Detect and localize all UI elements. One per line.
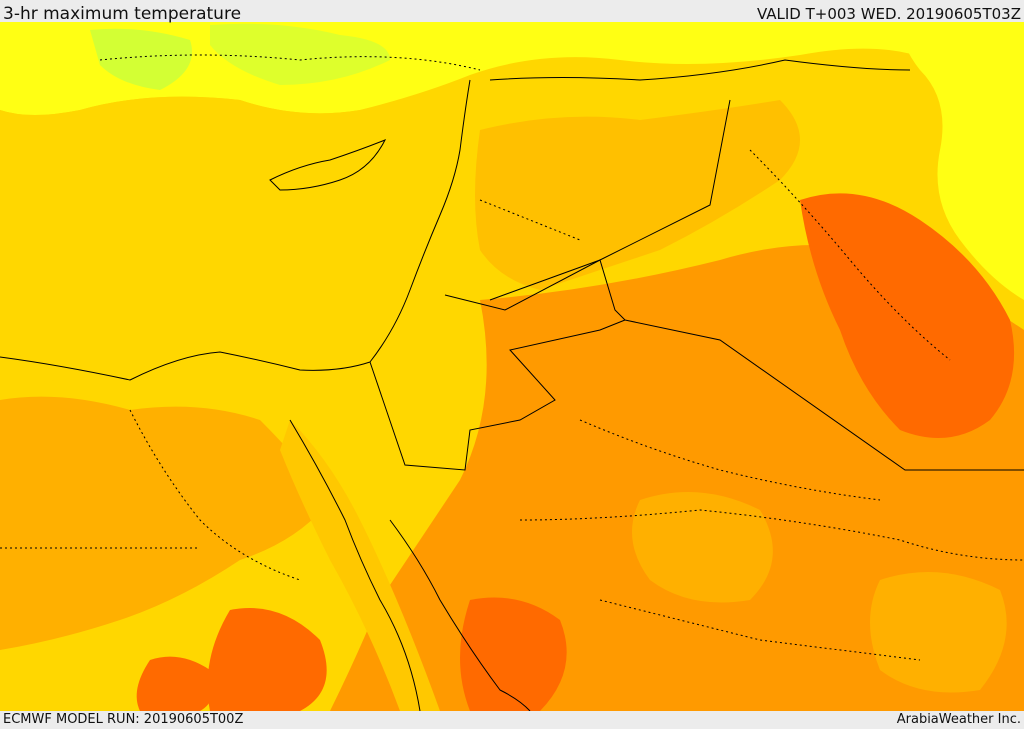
cool-east-region [900,20,1024,300]
iraq-extreme-region [800,193,1015,438]
borders [369,59,1024,471]
arabia-hot-region [330,245,1024,711]
temperature-map[interactable] [0,20,1024,711]
map-title: 3-hr maximum temperature [3,4,242,24]
red-sea-water [280,420,440,711]
egypt-hot-region [0,396,330,650]
gulf-warm-pocket [870,572,1007,693]
cool-spot-central [210,23,390,85]
cool-spot-west [90,28,192,90]
hejaz-extreme-spot [460,597,567,711]
footer-bar: ECMWF MODEL RUN: 20190605T00Z ArabiaWeat… [0,711,1024,729]
valid-time-label: VALID T+003 WED. 20190605T03Z [756,5,1021,23]
coastlines [0,79,531,711]
model-run-label: ECMWF MODEL RUN: 20190605T00Z [3,712,244,727]
header-bar: 3-hr maximum temperature VALID T+003 WED… [0,0,1024,24]
syria-region [475,100,800,290]
map-canvas [0,20,1024,711]
mediterranean-region [0,96,450,386]
south-extreme-spot [136,656,214,711]
province-boundaries [0,54,1024,661]
credit-label: ArabiaWeather Inc. [896,712,1021,727]
sudan-extreme-spot [207,608,327,711]
arabia-warm-pocket [632,492,773,603]
